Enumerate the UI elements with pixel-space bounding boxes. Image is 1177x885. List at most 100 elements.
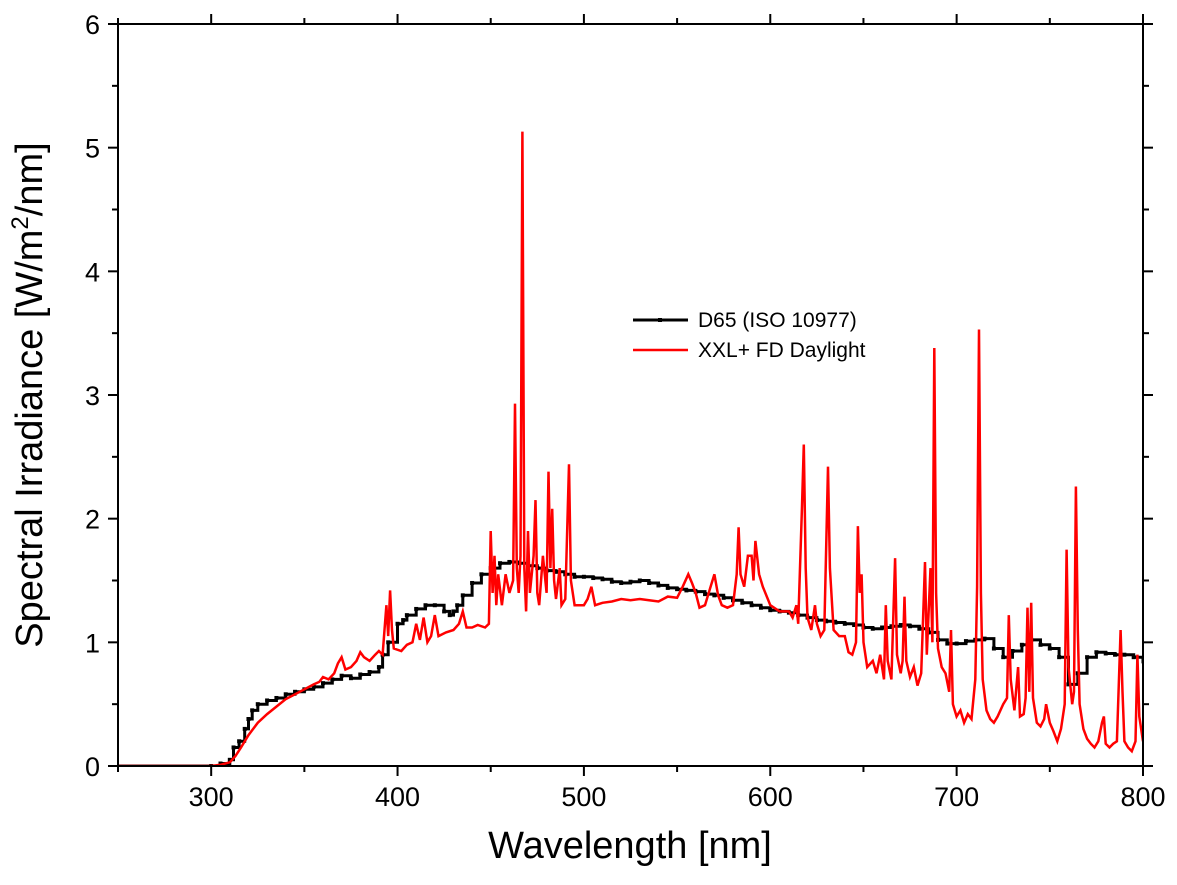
series-point-d65-iso-10977: [432, 603, 437, 608]
series-point-d65-iso-10977: [665, 585, 670, 590]
series-point-d65-iso-10977: [749, 603, 754, 608]
series-point-d65-iso-10977: [619, 580, 624, 585]
series-point-d65-iso-10977: [870, 626, 875, 631]
series-point-d65-iso-10977: [917, 626, 922, 631]
series-point-d65-iso-10977: [1038, 642, 1043, 647]
series-point-d65-iso-10977: [684, 588, 689, 593]
series-point-d65-iso-10977: [600, 577, 605, 582]
series-point-d65-iso-10977: [423, 603, 428, 608]
series-point-d65-iso-10977: [401, 618, 406, 623]
series-point-d65-iso-10977: [376, 665, 381, 670]
series-point-d65-iso-10977: [339, 673, 344, 678]
series-point-d65-iso-10977: [889, 624, 894, 629]
y-tick-label: 2: [85, 505, 100, 535]
y-axis-title-main: Spectral Irradiance [W/m: [9, 230, 51, 648]
series-point-d65-iso-10977: [386, 640, 391, 645]
series-point-d65-iso-10977: [1057, 655, 1062, 660]
series-point-d65-iso-10977: [609, 579, 614, 584]
x-tick-label: 500: [561, 782, 606, 812]
series-point-d65-iso-10977: [237, 739, 242, 744]
y-tick-label: 1: [85, 628, 100, 658]
series-line-xxl-fd-daylight: [118, 131, 1143, 766]
series-point-d65-iso-10977: [321, 681, 325, 686]
y-tick-label: 5: [85, 134, 100, 164]
y-tick-label: 4: [85, 257, 100, 287]
series-point-d65-iso-10977: [404, 613, 409, 618]
y-axis-title-superscript: 2: [7, 216, 34, 229]
series-point-d65-iso-10977: [852, 623, 857, 628]
series-point-d65-iso-10977: [647, 580, 652, 585]
series-point-d65-iso-10977: [991, 646, 996, 651]
series-point-d65-iso-10977: [507, 559, 512, 564]
legend-label-xxl-fd-daylight: XXL+ FD Daylight: [698, 339, 866, 362]
y-tick-label: 0: [85, 752, 100, 782]
series-point-d65-iso-10977: [358, 672, 363, 677]
series-point-d65-iso-10977: [945, 641, 950, 646]
series-point-d65-iso-10977: [227, 757, 232, 762]
series-point-d65-iso-10977: [712, 593, 717, 598]
series-point-d65-iso-10977: [908, 624, 913, 629]
legend-label-d65: D65 (ISO 10977): [698, 309, 857, 332]
y-axis-title: Spectral Irradiance [W/m2/nm]: [7, 142, 51, 647]
x-tick-label: 300: [189, 782, 234, 812]
series-point-d65-iso-10977: [581, 574, 586, 579]
series-point-d65-iso-10977: [498, 561, 503, 566]
x-tick-label: 800: [1120, 782, 1165, 812]
series-point-d65-iso-10977: [824, 619, 829, 624]
series-point-d65-iso-10977: [283, 692, 288, 697]
series-point-d65-iso-10977: [982, 636, 987, 641]
x-axis-title: Wavelength [nm]: [488, 825, 772, 867]
series-point-d65-iso-10977: [833, 620, 838, 625]
series-point-d65-iso-10977: [954, 641, 959, 646]
series-point-d65-iso-10977: [1085, 655, 1090, 660]
series-point-d65-iso-10977: [637, 578, 642, 583]
series-point-d65-iso-10977: [1103, 651, 1108, 656]
x-tick-label: 700: [934, 782, 979, 812]
series-point-d65-iso-10977: [516, 561, 521, 566]
series-point-d65-iso-10977: [842, 621, 847, 626]
series-point-d65-iso-10977: [447, 613, 452, 618]
series-line-d65-iso-10977: [118, 560, 1143, 766]
series-point-d65-iso-10977: [265, 698, 270, 703]
x-tick-label: 400: [375, 782, 420, 812]
series-point-d65-iso-10977: [1066, 682, 1071, 687]
series-point-d65-iso-10977: [455, 603, 460, 608]
series-point-d65-iso-10977: [348, 676, 353, 681]
series-point-d65-iso-10977: [898, 623, 903, 628]
series-point-d65-iso-10977: [675, 587, 680, 592]
series-point-d65-iso-10977: [1131, 655, 1136, 660]
series-point-d65-iso-10977: [330, 677, 335, 682]
series-point-d65-iso-10977: [553, 569, 558, 574]
series-point-d65-iso-10977: [255, 702, 260, 707]
series-point-d65-iso-10977: [367, 670, 372, 675]
series-point-d65-iso-10977: [250, 708, 255, 713]
series-point-d65-iso-10977: [1047, 646, 1052, 651]
series-point-d65-iso-10977: [1113, 652, 1118, 657]
series-point-d65-iso-10977: [628, 579, 633, 584]
series-point-d65-iso-10977: [442, 609, 447, 614]
series-point-d65-iso-10977: [1122, 652, 1127, 657]
x-tick-label: 600: [748, 782, 793, 812]
series-point-d65-iso-10977: [1001, 655, 1006, 660]
series-point-d65-iso-10977: [768, 608, 773, 613]
series-layer: [118, 131, 1143, 766]
series-point-d65-iso-10977: [479, 572, 484, 577]
series-point-d65-iso-10977: [414, 606, 419, 611]
axis-tick-labels: 300 400 500 600 700 800 0 1 2 3 4 5 6: [85, 10, 1166, 812]
y-axis-title-unit: /nm]: [9, 142, 51, 216]
series-point-d65-iso-10977: [242, 726, 247, 731]
series-point-d65-iso-10977: [963, 639, 968, 644]
series-point-d65-iso-10977: [656, 583, 661, 588]
series-point-d65-iso-10977: [231, 745, 236, 750]
series-point-d65-iso-10977: [293, 689, 298, 694]
axis-ticks: [108, 14, 1153, 776]
plot-frame: [117, 23, 1144, 767]
series-point-d65-iso-10977: [1010, 648, 1015, 653]
series-point-d65-iso-10977: [460, 593, 465, 598]
series-point-d65-iso-10977: [1019, 642, 1024, 647]
series-point-d65-iso-10977: [758, 605, 763, 610]
series-point-d65-iso-10977: [721, 595, 726, 600]
series-point-d65-iso-10977: [470, 580, 475, 585]
y-tick-label: 3: [85, 381, 100, 411]
